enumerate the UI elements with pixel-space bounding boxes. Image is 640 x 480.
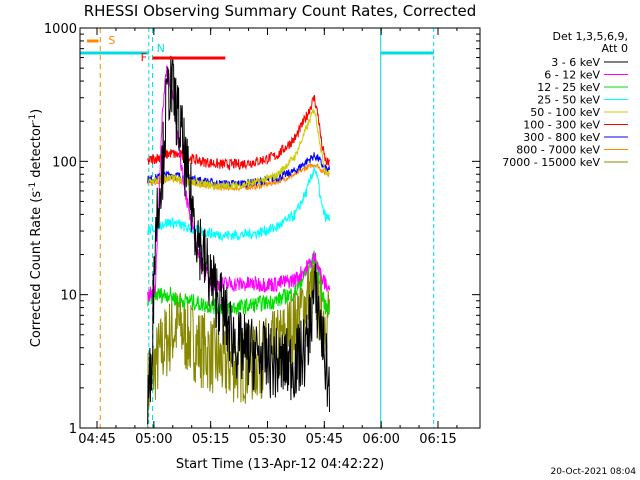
legend-entry: 6 - 12 keV: [544, 69, 600, 82]
series-line-4: [147, 108, 330, 191]
flag-label-n: N: [157, 42, 165, 55]
legend-header-line: Det 1,3,5,6,9,: [552, 30, 628, 43]
y-tick-label: 10: [60, 289, 77, 304]
legend-entry: 800 - 7000 keV: [516, 144, 600, 157]
x-tick-label: 06:00: [362, 432, 399, 447]
y-axis-label: Corrected Count Rate (s-1 detector-1): [28, 109, 44, 347]
legend-header-line: Att 0: [602, 42, 628, 55]
legend-entry: 300 - 800 keV: [523, 131, 600, 144]
legend-entry: 100 - 300 keV: [523, 119, 600, 132]
x-tick-label: 04:45: [78, 432, 115, 447]
series-line-6: [147, 152, 330, 190]
series-line-1: [147, 65, 330, 303]
plot-area: S NF: [80, 28, 435, 428]
x-tick-label: 05:45: [306, 432, 343, 447]
legend-entry: 3 - 6 keV: [551, 56, 600, 69]
chart-title: RHESSI Observing Summary Count Rates, Co…: [84, 2, 477, 20]
legend-entry: 50 - 100 keV: [530, 106, 600, 119]
x-tick-label: 06:15: [419, 432, 456, 447]
x-tick-label: 05:15: [192, 432, 229, 447]
y-tick-label: 1000: [44, 22, 77, 37]
legend-entry: 7000 - 15000 keV: [502, 156, 600, 169]
flag-label-s: S: [108, 34, 115, 47]
y-tick-label: 1: [69, 422, 77, 437]
series-line-3: [147, 166, 330, 243]
series-line-0: [147, 55, 330, 425]
axes: 04:45 05:00 05:15 05:30 05:45 06:00 06:15 1 10 10…: [44, 22, 480, 447]
footer-date: 20-Oct-2021 08:04: [551, 467, 637, 477]
legend-entry: 12 - 25 keV: [537, 81, 600, 94]
y-tick-label: 100: [52, 155, 77, 170]
series-line-5: [147, 94, 330, 171]
flag-label-f: F: [141, 51, 147, 64]
x-tick-label: 05:30: [249, 432, 286, 447]
x-tick-label: 05:00: [135, 432, 172, 447]
plot-frame: [79, 27, 481, 429]
x-axis-label: Start Time (13-Apr-12 04:42:22): [176, 457, 384, 472]
legend-entry: 25 - 50 keV: [537, 94, 600, 107]
